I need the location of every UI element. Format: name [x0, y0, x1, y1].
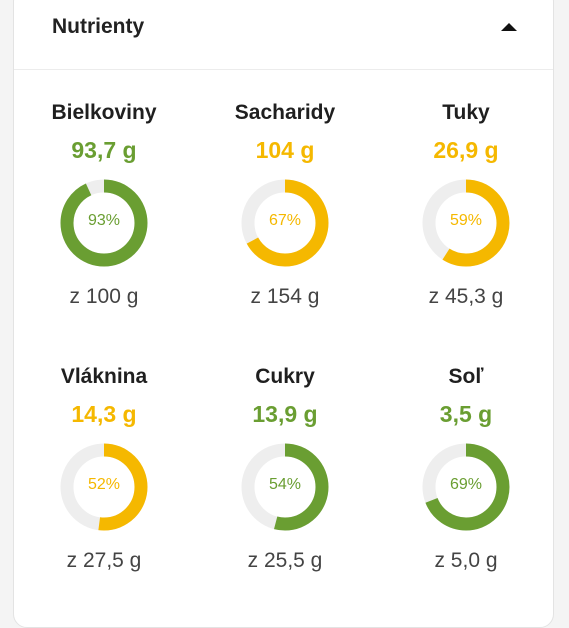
nutrient-label: Sacharidy — [234, 101, 336, 124]
nutrient-total: z 154 g — [250, 285, 320, 308]
progress-ring: 69% — [421, 442, 511, 532]
nutrient-label: Tuky — [442, 101, 490, 124]
section-title: Nutrienty — [52, 15, 145, 38]
nutrient-value: 13,9 g — [252, 401, 318, 427]
ring-percent: 93% — [87, 212, 121, 229]
nutrient-value: 14,3 g — [71, 401, 137, 427]
ring-percent: 54% — [268, 476, 302, 493]
nutrient-bielkoviny: Bielkoviny 93,7 g 93% z 100 g — [14, 101, 194, 331]
progress-ring: 54% — [240, 442, 330, 532]
nutrient-label: Soľ — [448, 365, 484, 388]
nutrient-value: 26,9 g — [433, 137, 499, 163]
progress-ring: 52% — [59, 442, 149, 532]
chevron-up-icon — [501, 23, 517, 31]
ring-percent: 67% — [268, 212, 302, 229]
nutrients-header[interactable]: Nutrienty — [14, 1, 553, 70]
nutrient-total: z 27,5 g — [66, 549, 142, 572]
nutrient-vlaknina: Vláknina 14,3 g 52% z 27,5 g — [14, 365, 194, 595]
nutrient-label: Bielkoviny — [51, 101, 157, 124]
nutrients-card: Nutrienty Bielkoviny 93,7 g 93% z 100 g … — [13, 0, 554, 628]
progress-ring: 67% — [240, 178, 330, 268]
ring-percent: 69% — [449, 476, 483, 493]
progress-ring: 93% — [59, 178, 149, 268]
collapse-button[interactable] — [491, 13, 527, 39]
ring-percent: 59% — [449, 212, 483, 229]
nutrient-total: z 45,3 g — [428, 285, 504, 308]
nutrient-value: 93,7 g — [71, 137, 137, 163]
ring-percent: 52% — [87, 476, 121, 493]
nutrient-value: 104 g — [255, 137, 315, 163]
nutrient-total: z 25,5 g — [247, 549, 323, 572]
nutrient-total: z 5,0 g — [434, 549, 498, 572]
nutrient-total: z 100 g — [69, 285, 139, 308]
progress-ring: 59% — [421, 178, 511, 268]
nutrient-sacharidy: Sacharidy 104 g 67% z 154 g — [195, 101, 375, 331]
nutrient-value: 3,5 g — [439, 401, 493, 427]
nutrient-label: Vláknina — [60, 365, 148, 388]
nutrient-cukry: Cukry 13,9 g 54% z 25,5 g — [195, 365, 375, 595]
nutrient-sol: Soľ 3,5 g 69% z 5,0 g — [376, 365, 556, 595]
nutrient-label: Cukry — [255, 365, 315, 388]
nutrient-tuky: Tuky 26,9 g 59% z 45,3 g — [376, 101, 556, 331]
